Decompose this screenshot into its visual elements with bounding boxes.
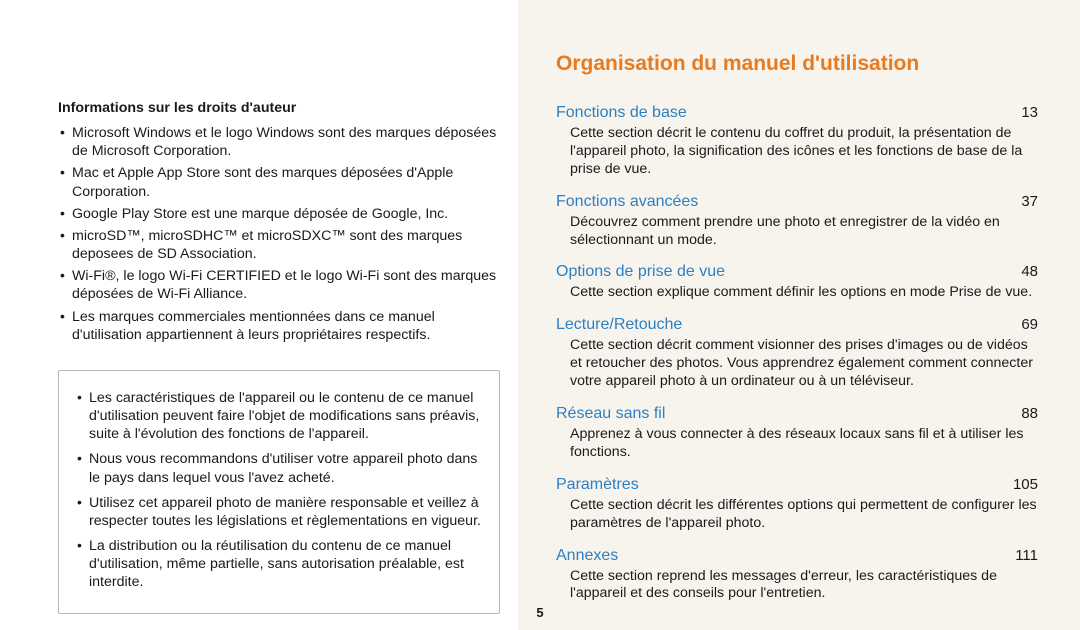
toc-title[interactable]: Annexes bbox=[556, 547, 618, 565]
toc-row: Annexes 111 bbox=[556, 547, 1038, 565]
toc-page: 111 bbox=[1015, 547, 1038, 564]
toc-row: Paramètres 105 bbox=[556, 476, 1038, 494]
toc-title[interactable]: Lecture/Retouche bbox=[556, 316, 682, 334]
toc-item: Fonctions de base 13 Cette section décri… bbox=[556, 104, 1038, 179]
list-item: Utilisez cet appareil photo de manière r… bbox=[75, 494, 483, 530]
toc-desc: Apprenez à vous connecter à des réseaux … bbox=[556, 426, 1038, 462]
toc-page: 69 bbox=[1021, 316, 1038, 333]
list-item: Nous vous recommandons d'utiliser votre … bbox=[75, 450, 483, 486]
toc-row: Fonctions de base 13 bbox=[556, 104, 1038, 122]
list-item: Les caractéristiques de l'appareil ou le… bbox=[75, 389, 483, 444]
toc-page: 37 bbox=[1021, 193, 1038, 210]
list-item: Google Play Store est une marque déposée… bbox=[58, 205, 500, 223]
toc-title[interactable]: Réseau sans fil bbox=[556, 405, 665, 423]
left-column: Informations sur les droits d'auteur Mic… bbox=[0, 0, 518, 630]
toc-page: 88 bbox=[1021, 405, 1038, 422]
toc-desc: Cette section décrit le contenu du coffr… bbox=[556, 125, 1038, 179]
copyright-heading: Informations sur les droits d'auteur bbox=[58, 100, 500, 116]
list-item: Wi-Fi®, le logo Wi-Fi CERTIFIED et le lo… bbox=[58, 267, 500, 303]
notice-box: Les caractéristiques de l'appareil ou le… bbox=[58, 370, 500, 614]
notice-list: Les caractéristiques de l'appareil ou le… bbox=[75, 389, 483, 592]
page-container: Informations sur les droits d'auteur Mic… bbox=[0, 0, 1080, 630]
toc-title[interactable]: Options de prise de vue bbox=[556, 263, 725, 281]
list-item: Microsoft Windows et le logo Windows son… bbox=[58, 124, 500, 160]
list-item: La distribution ou la réutilisation du c… bbox=[75, 537, 483, 592]
copyright-list: Microsoft Windows et le logo Windows son… bbox=[58, 124, 500, 344]
toc-title[interactable]: Fonctions avancées bbox=[556, 193, 698, 211]
toc-row: Options de prise de vue 48 bbox=[556, 263, 1038, 281]
toc-item: Fonctions avancées 37 Découvrez comment … bbox=[556, 193, 1038, 250]
toc-desc: Découvrez comment prendre une photo et e… bbox=[556, 214, 1038, 250]
right-column: Organisation du manuel d'utilisation Fon… bbox=[518, 0, 1080, 630]
toc-main-title: Organisation du manuel d'utilisation bbox=[556, 52, 1038, 76]
toc-desc: Cette section décrit les différentes opt… bbox=[556, 497, 1038, 533]
page-number: 5 bbox=[0, 605, 1080, 620]
toc-item: Lecture/Retouche 69 Cette section décrit… bbox=[556, 316, 1038, 391]
list-item: Mac et Apple App Store sont des marques … bbox=[58, 164, 500, 200]
toc-desc: Cette section décrit comment visionner d… bbox=[556, 337, 1038, 391]
toc-title[interactable]: Fonctions de base bbox=[556, 104, 687, 122]
toc-item: Réseau sans fil 88 Apprenez à vous conne… bbox=[556, 405, 1038, 462]
toc-page: 13 bbox=[1021, 104, 1038, 121]
toc-desc: Cette section explique comment définir l… bbox=[556, 284, 1038, 302]
toc-title[interactable]: Paramètres bbox=[556, 476, 639, 494]
toc-row: Lecture/Retouche 69 bbox=[556, 316, 1038, 334]
list-item: microSD™, microSDHC™ et microSDXC™ sont … bbox=[58, 227, 500, 263]
list-item: Les marques commerciales mentionnées dan… bbox=[58, 308, 500, 344]
toc-item: Paramètres 105 Cette section décrit les … bbox=[556, 476, 1038, 533]
toc-row: Réseau sans fil 88 bbox=[556, 405, 1038, 423]
toc-page: 105 bbox=[1013, 476, 1038, 493]
toc-row: Fonctions avancées 37 bbox=[556, 193, 1038, 211]
toc-item: Annexes 111 Cette section reprend les me… bbox=[556, 547, 1038, 604]
toc-desc: Cette section reprend les messages d'err… bbox=[556, 568, 1038, 604]
toc-page: 48 bbox=[1021, 263, 1038, 280]
toc-item: Options de prise de vue 48 Cette section… bbox=[556, 263, 1038, 302]
